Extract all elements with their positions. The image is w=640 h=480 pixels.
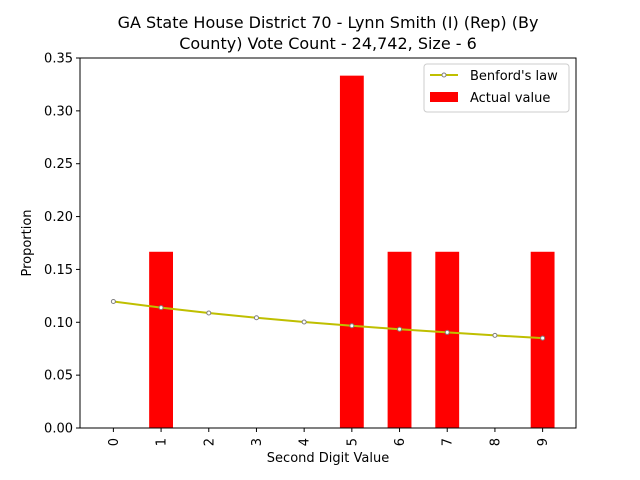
legend-label-benford: Benford's law [470, 69, 558, 84]
bar-digit-5 [339, 75, 364, 428]
legend: Benford's law Actual value [423, 63, 570, 113]
benford-point-5 [349, 323, 355, 329]
bar-digit-1 [149, 251, 173, 428]
x-tick-label: 9 [536, 438, 551, 446]
x-tick-label: 4 [298, 438, 313, 446]
x-tick-label: 8 [488, 438, 503, 446]
y-tick-label: 0.05 [44, 369, 73, 384]
benford-point-0 [110, 298, 116, 304]
benford-point-8 [492, 332, 498, 338]
x-tick-label: 7 [441, 438, 456, 446]
y-tick-label: 0.35 [44, 52, 73, 67]
benford-point-1 [158, 305, 164, 311]
benford-point-9 [540, 335, 546, 341]
benford-line [113, 300, 543, 340]
legend-bar-swatch [430, 92, 458, 102]
benford-point-7 [444, 329, 450, 335]
y-tick-label: 0.20 [44, 210, 73, 225]
benford-point-2 [206, 310, 212, 316]
x-tick-label: 0 [107, 438, 122, 446]
legend-box [423, 63, 570, 113]
y-tick-label: 0.30 [44, 104, 73, 119]
x-tick-label: 2 [202, 438, 217, 446]
y-axis: 0.00 0.05 0.10 0.15 0.20 0.25 0.30 0.35 [44, 52, 80, 437]
x-axis-label: Second Digit Value [267, 451, 389, 466]
plot-frame [79, 57, 577, 429]
line-series [110, 298, 546, 341]
y-tick-label: 0.00 [44, 422, 73, 437]
y-tick-label: 0.10 [44, 316, 73, 331]
y-axis-label: Proportion [20, 209, 35, 276]
bar-digit-7 [435, 251, 460, 428]
y-tick-label: 0.15 [44, 263, 73, 278]
legend-line-marker [441, 72, 447, 78]
x-axis: 0 1 2 3 4 5 6 7 8 9 [107, 428, 551, 446]
x-tick-label: 3 [250, 438, 265, 446]
y-tick-label: 0.25 [44, 157, 73, 172]
x-tick-label: 6 [393, 438, 408, 446]
benford-point-3 [253, 315, 259, 321]
x-tick-label: 5 [345, 438, 360, 446]
bar-digit-6 [387, 251, 412, 428]
benford-point-6 [397, 326, 403, 332]
chart-title-line-2: County) Vote Count - 24,742, Size - 6 [179, 34, 477, 53]
benford-point-4 [301, 319, 307, 325]
chart-title-line-1: GA State House District 70 - Lynn Smith … [118, 13, 539, 32]
legend-label-actual: Actual value [470, 91, 550, 106]
x-tick-label: 1 [155, 438, 170, 446]
